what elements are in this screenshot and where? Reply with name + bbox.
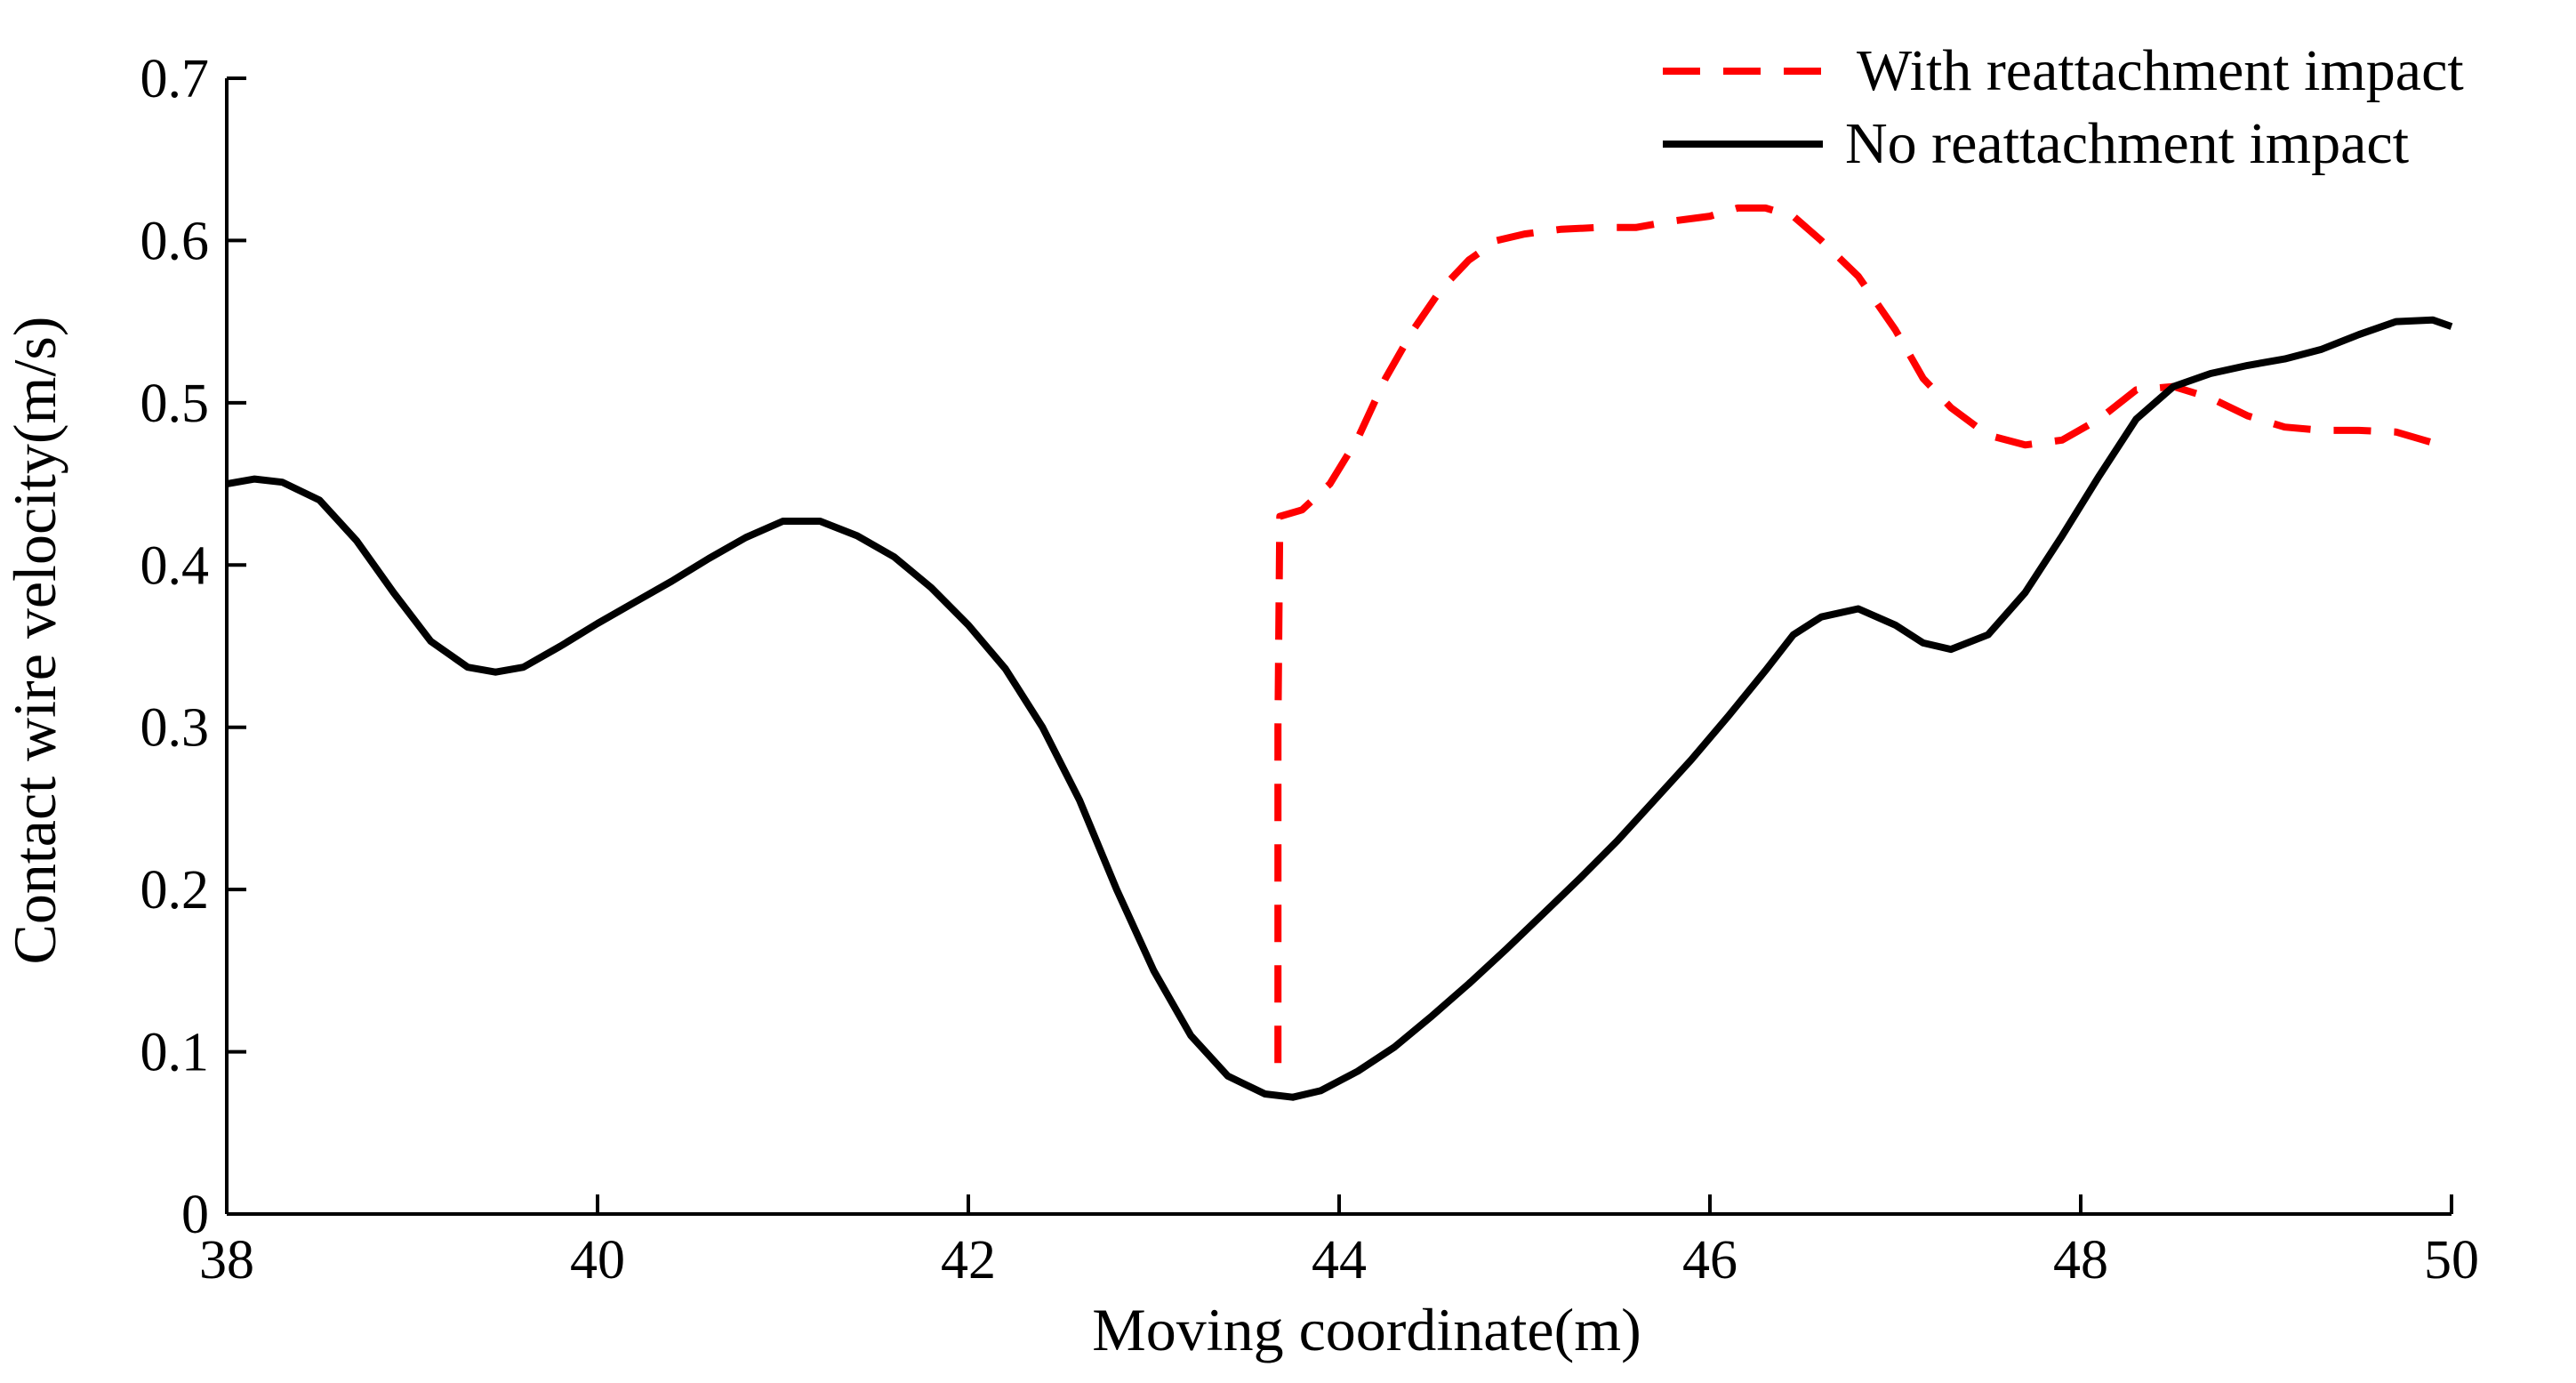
x-tick-label: 42: [941, 1230, 996, 1291]
series-layer: [226, 204, 2453, 1101]
x-tick-label: 48: [2053, 1230, 2108, 1291]
legend-label-no-reattachment: No reattachment impact: [1845, 111, 2409, 176]
y-axis-title: Contact wire velocity(m/s): [1, 317, 68, 965]
x-tick-label: 38: [199, 1230, 254, 1291]
y-tick-label: 0.7: [140, 49, 210, 109]
series-line-with-reattachment: [1274, 204, 2453, 1064]
x-tick-label: 46: [1682, 1230, 1737, 1291]
x-tick-label: 50: [2424, 1230, 2479, 1291]
y-tick-label: 0.6: [140, 211, 210, 271]
x-axis-title: Moving coordinate(m): [1092, 1296, 1641, 1363]
x-tick-label: 40: [570, 1230, 625, 1291]
y-tick-label: 0.5: [140, 374, 210, 434]
series-line-no-reattachment: [226, 316, 2453, 1101]
x-tick-label: 44: [1312, 1230, 1367, 1291]
y-tick-label: 0.1: [140, 1023, 210, 1083]
y-tick-label: 0: [181, 1185, 209, 1245]
legend-label-with-reattachment: With reattachment impact: [1857, 38, 2464, 103]
axes-layer: 38 40 42 44 46 48 50 0 0.1 0.2 0.3 0.4 0.5 0.6 0.7: [140, 49, 2480, 1291]
legend: With reattachment impact No reattachment…: [1663, 38, 2464, 176]
y-tick-label: 0.2: [140, 860, 210, 921]
y-tick-label: 0.4: [140, 535, 210, 596]
y-tick-label: 0.3: [140, 698, 210, 759]
